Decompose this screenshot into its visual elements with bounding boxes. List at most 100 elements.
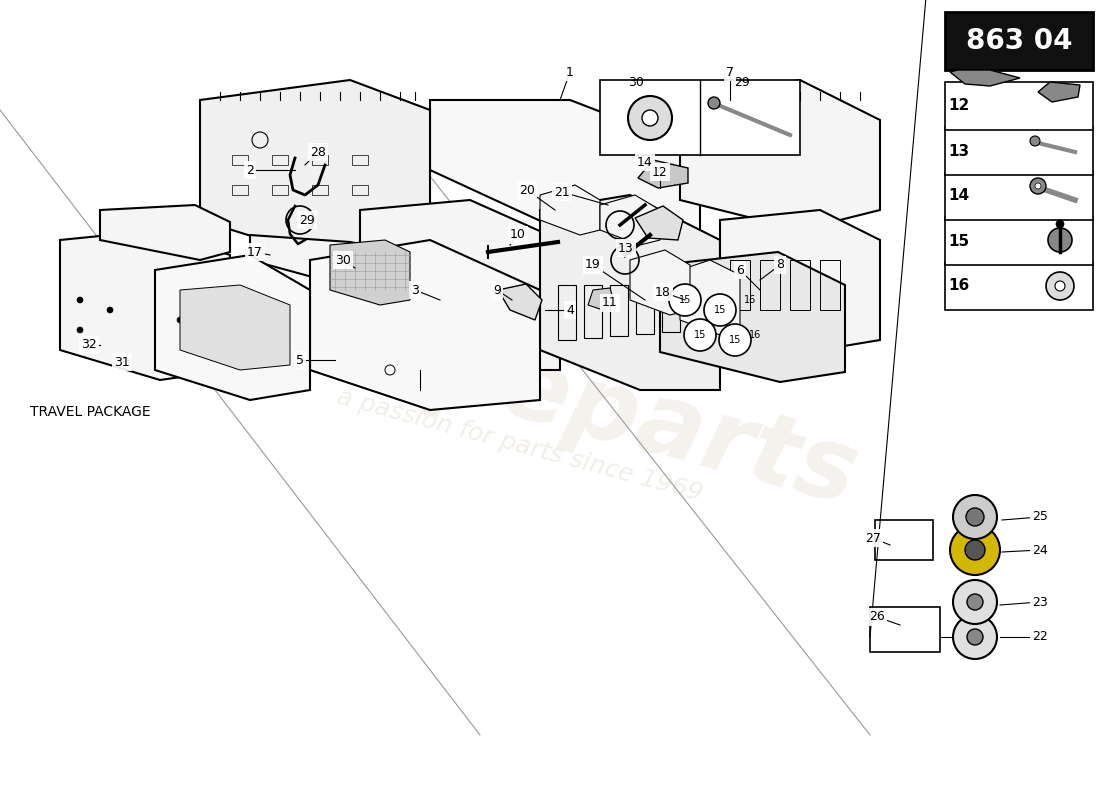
- Text: 10: 10: [510, 229, 526, 242]
- Circle shape: [708, 97, 720, 109]
- Bar: [312, 185, 328, 195]
- Bar: [874, 520, 933, 560]
- FancyBboxPatch shape: [945, 127, 1093, 175]
- Circle shape: [236, 322, 243, 328]
- Polygon shape: [635, 206, 683, 240]
- Circle shape: [950, 525, 1000, 575]
- Text: 24: 24: [1032, 543, 1048, 557]
- Text: 16: 16: [744, 295, 756, 305]
- Circle shape: [77, 297, 82, 303]
- Circle shape: [1030, 178, 1046, 194]
- Text: 3: 3: [411, 283, 419, 297]
- Polygon shape: [100, 205, 230, 260]
- Text: 18: 18: [656, 286, 671, 298]
- Polygon shape: [1038, 82, 1080, 102]
- Bar: [352, 185, 368, 195]
- Text: 15: 15: [679, 295, 691, 305]
- Text: 27: 27: [865, 531, 881, 545]
- Text: 13: 13: [618, 242, 634, 254]
- Text: 13: 13: [948, 143, 969, 158]
- Polygon shape: [630, 250, 690, 315]
- Circle shape: [953, 615, 997, 659]
- Polygon shape: [638, 160, 688, 188]
- Polygon shape: [200, 80, 430, 270]
- Polygon shape: [540, 195, 720, 390]
- Polygon shape: [180, 285, 290, 370]
- Text: europeparts: europeparts: [173, 254, 867, 526]
- Bar: [610, 285, 628, 336]
- Polygon shape: [310, 240, 540, 410]
- Circle shape: [1056, 220, 1064, 228]
- Text: 31: 31: [114, 355, 130, 369]
- FancyBboxPatch shape: [945, 217, 1093, 265]
- Text: 14: 14: [637, 155, 653, 169]
- Bar: [760, 260, 780, 310]
- Text: 15: 15: [729, 335, 741, 345]
- Circle shape: [1055, 281, 1065, 291]
- Polygon shape: [950, 70, 1020, 86]
- Polygon shape: [600, 195, 660, 245]
- Bar: [312, 155, 328, 165]
- Polygon shape: [250, 235, 400, 290]
- Text: 28: 28: [310, 146, 326, 158]
- Bar: [820, 260, 840, 310]
- Text: 7: 7: [726, 66, 734, 78]
- Polygon shape: [155, 255, 310, 400]
- Circle shape: [953, 580, 997, 624]
- Circle shape: [719, 324, 751, 356]
- Text: 14: 14: [948, 189, 969, 203]
- Bar: [232, 155, 248, 165]
- Text: a passion for parts since 1969: a passion for parts since 1969: [334, 385, 705, 506]
- FancyBboxPatch shape: [600, 80, 800, 155]
- Polygon shape: [498, 284, 542, 320]
- Polygon shape: [720, 210, 880, 350]
- Text: 15: 15: [948, 234, 969, 249]
- Circle shape: [77, 327, 82, 333]
- FancyBboxPatch shape: [945, 262, 1093, 310]
- Bar: [272, 185, 288, 195]
- Polygon shape: [430, 100, 700, 230]
- Text: 29: 29: [299, 214, 315, 226]
- Text: 863 04: 863 04: [966, 27, 1072, 55]
- Text: 11: 11: [602, 297, 618, 310]
- Polygon shape: [60, 230, 230, 380]
- Polygon shape: [680, 260, 740, 335]
- Bar: [870, 607, 940, 652]
- Circle shape: [1046, 272, 1074, 300]
- Text: 1: 1: [566, 66, 574, 78]
- Text: 16: 16: [749, 330, 761, 340]
- Text: 9: 9: [493, 283, 500, 297]
- Text: 29: 29: [734, 75, 750, 89]
- Text: 12: 12: [948, 98, 969, 114]
- Text: 32: 32: [81, 338, 97, 351]
- FancyBboxPatch shape: [945, 172, 1093, 220]
- Text: 17: 17: [248, 246, 263, 258]
- Text: 19: 19: [585, 258, 601, 271]
- Bar: [272, 155, 288, 165]
- Polygon shape: [680, 80, 880, 230]
- Text: 21: 21: [554, 186, 570, 198]
- Circle shape: [1048, 228, 1072, 252]
- Bar: [636, 285, 654, 334]
- Circle shape: [669, 284, 701, 316]
- Text: 16: 16: [948, 278, 969, 294]
- Circle shape: [628, 96, 672, 140]
- Text: 22: 22: [1032, 630, 1048, 643]
- Bar: [232, 185, 248, 195]
- Polygon shape: [588, 288, 614, 310]
- Bar: [584, 285, 602, 338]
- Text: 12: 12: [652, 166, 668, 178]
- Text: 6: 6: [736, 263, 744, 277]
- Text: 30: 30: [336, 254, 351, 266]
- Polygon shape: [360, 200, 560, 370]
- Text: 15: 15: [694, 330, 706, 340]
- Circle shape: [965, 540, 985, 560]
- Text: 30: 30: [628, 75, 643, 89]
- Text: TRAVEL PACKAGE: TRAVEL PACKAGE: [30, 405, 151, 419]
- Circle shape: [953, 495, 997, 539]
- Bar: [558, 285, 576, 340]
- Text: 5: 5: [296, 354, 304, 366]
- FancyBboxPatch shape: [945, 12, 1093, 70]
- Text: 2: 2: [246, 163, 254, 177]
- Bar: [790, 260, 810, 310]
